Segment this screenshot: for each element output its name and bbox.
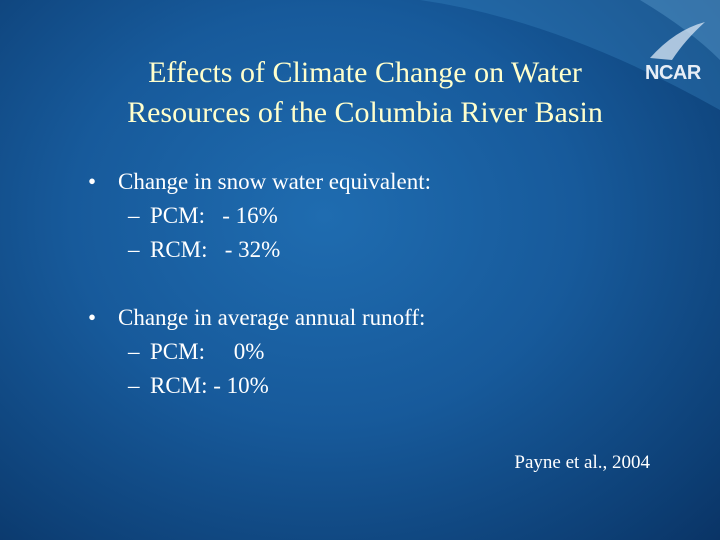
- bullet-glyph: •: [88, 305, 97, 330]
- bullet-text: Change in snow water equivalent:: [118, 169, 431, 194]
- dash-glyph: –: [128, 373, 140, 398]
- title-line: Effects of Climate Change on Water: [148, 56, 582, 89]
- sub-item: RCM: - 32%: [150, 237, 281, 262]
- bullet-text: Change in average annual runoff:: [118, 305, 426, 330]
- sub-item: PCM: 0%: [150, 339, 265, 364]
- bullet-glyph: •: [88, 169, 97, 194]
- dash-glyph: –: [128, 339, 140, 364]
- dash-glyph: –: [128, 203, 140, 228]
- logo: NCAR: [645, 62, 701, 84]
- sub-item: PCM: - 16%: [150, 203, 278, 228]
- citation: Payne et al., 2004: [514, 452, 650, 473]
- sub-item: RCM: - 10%: [150, 373, 269, 398]
- dash-glyph: –: [128, 237, 140, 262]
- title-line: Resources of the Columbia River Basin: [127, 96, 603, 129]
